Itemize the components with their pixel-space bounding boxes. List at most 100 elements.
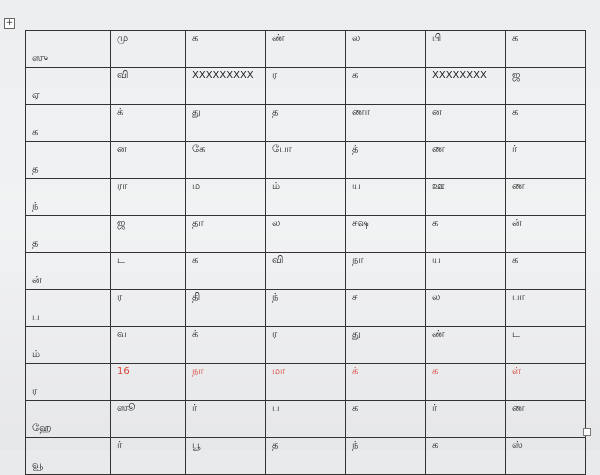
table-row: ன் ட க வி நா ய க xyxy=(25,252,586,290)
table-cell[interactable]: ண xyxy=(505,400,586,438)
table-body: ஸு மு க ண் ல பி க ஏ வி XXXXXXXXX ர க XXXXXXXX ஜ க க் து த… xyxy=(25,30,586,475)
table-cell[interactable]: ய xyxy=(425,252,506,290)
table-row: ஏ வி XXXXXXXXX ர க XXXXXXXX ஜ xyxy=(25,67,586,105)
table-cell[interactable]: ஸூ xyxy=(110,400,186,438)
table-cell[interactable]: ர xyxy=(265,326,346,364)
table-cell[interactable]: பூ xyxy=(185,437,266,475)
table-cell[interactable]: ன் xyxy=(25,252,111,290)
table-cell[interactable]: க xyxy=(425,437,506,475)
table-cell[interactable]: வ xyxy=(110,326,186,364)
table-cell[interactable]: வி xyxy=(265,252,346,290)
table-cell[interactable]: ஹே xyxy=(25,400,111,438)
table-cell[interactable]: 16 xyxy=(110,363,186,401)
table-cell[interactable]: தி xyxy=(185,289,266,327)
table-cell[interactable]: பா xyxy=(505,289,586,327)
table-cell[interactable]: வி xyxy=(110,67,186,105)
table-cell[interactable]: த xyxy=(265,104,346,142)
table-cell[interactable]: ம xyxy=(185,178,266,216)
table-row: ப ர தி ந் ச ல பா xyxy=(25,289,586,327)
table-cell[interactable]: க xyxy=(505,30,586,68)
table-cell[interactable]: XXXXXXXXX xyxy=(185,67,266,105)
table-cell[interactable]: ச xyxy=(345,289,426,327)
table-cell[interactable]: ல xyxy=(265,215,346,253)
table-row: ர 16 நா மா க் க ள் xyxy=(25,363,586,401)
table-cell[interactable]: பி xyxy=(425,30,506,68)
table-cell[interactable]: ப xyxy=(265,400,346,438)
table-cell[interactable]: ண் xyxy=(425,326,506,364)
table-cell[interactable]: மு xyxy=(110,30,186,68)
table-cell[interactable]: நா xyxy=(345,252,426,290)
table-cell[interactable]: XXXXXXXX xyxy=(425,67,506,105)
table-cell[interactable]: ண் xyxy=(265,30,346,68)
table-cell[interactable]: சஷ xyxy=(345,215,426,253)
table-row: வூ ர் பூ த ந் க ஸ் xyxy=(25,437,586,475)
table-cell[interactable]: ஏ xyxy=(25,67,111,105)
table-cell[interactable]: க் xyxy=(185,326,266,364)
table-cell[interactable]: க xyxy=(185,30,266,68)
table-cell[interactable]: க xyxy=(185,252,266,290)
table-cell[interactable]: ம் xyxy=(25,326,111,364)
table: ஸு மு க ண் ல பி க ஏ வி XXXXXXXXX ர க XXXXXXXX ஜ க க் து த… xyxy=(25,30,586,475)
table-cell[interactable]: க xyxy=(25,104,111,142)
table-row: ஸு மு க ண் ல பி க xyxy=(25,30,586,68)
table-cell[interactable]: ம் xyxy=(265,178,346,216)
table-cell[interactable]: து xyxy=(345,326,426,364)
table-cell[interactable]: த் xyxy=(345,141,426,179)
table-cell[interactable]: ணா xyxy=(345,104,426,142)
table-cell[interactable]: ர் xyxy=(505,141,586,179)
table-cell[interactable]: ண xyxy=(505,178,586,216)
table-cell[interactable]: க xyxy=(345,67,426,105)
table-cell[interactable]: து xyxy=(185,104,266,142)
table-cell[interactable]: நா xyxy=(185,363,266,401)
table-cell[interactable]: க xyxy=(505,252,586,290)
table-cell[interactable]: ர் xyxy=(110,437,186,475)
table-cell[interactable]: கே xyxy=(185,141,266,179)
table-cell[interactable]: க xyxy=(425,215,506,253)
table-cell[interactable]: ப xyxy=(25,289,111,327)
table-row: ஹே ஸூ ர் ப க ர் ண xyxy=(25,400,586,438)
table-cell[interactable]: ன xyxy=(110,141,186,179)
table-cell[interactable]: க் xyxy=(345,363,426,401)
table-cell[interactable]: ன் xyxy=(505,215,586,253)
table-cell[interactable]: போ xyxy=(265,141,346,179)
table-row: த ன கே போ த் ண ர் xyxy=(25,141,586,179)
table-move-handle[interactable]: + xyxy=(4,18,15,29)
table-resize-handle[interactable] xyxy=(583,428,591,436)
table-cell[interactable]: ஊ xyxy=(425,178,506,216)
table-cell[interactable]: ஸு xyxy=(25,30,111,68)
table-cell[interactable]: த xyxy=(25,141,111,179)
table-cell[interactable]: ஸ் xyxy=(505,437,586,475)
table-cell[interactable]: க xyxy=(345,400,426,438)
table-cell[interactable]: ர xyxy=(265,67,346,105)
table-cell[interactable]: ஜ xyxy=(110,215,186,253)
table-cell[interactable]: ஜ xyxy=(505,67,586,105)
table-cell[interactable]: ள் xyxy=(505,363,586,401)
table-cell[interactable]: வூ xyxy=(25,437,111,475)
table-cell[interactable]: ய xyxy=(345,178,426,216)
table-cell[interactable]: ல xyxy=(345,30,426,68)
table-cell[interactable]: மா xyxy=(265,363,346,401)
table-cell[interactable]: ர xyxy=(110,289,186,327)
table-cell[interactable]: க xyxy=(425,363,506,401)
table-cell[interactable]: ந் xyxy=(345,437,426,475)
table-cell[interactable]: க xyxy=(505,104,586,142)
table-cell[interactable]: ட xyxy=(505,326,586,364)
table-cell[interactable]: தா xyxy=(185,215,266,253)
table-cell[interactable]: ர் xyxy=(425,400,506,438)
table-cell[interactable]: க் xyxy=(110,104,186,142)
table-cell[interactable]: ரா xyxy=(110,178,186,216)
table-cell[interactable]: ல xyxy=(425,289,506,327)
table-cell[interactable]: ர் xyxy=(185,400,266,438)
table-cell[interactable]: ன xyxy=(425,104,506,142)
table-row: ம் வ க் ர து ண் ட xyxy=(25,326,586,364)
table-row: த ஜ தா ல சஷ க ன் xyxy=(25,215,586,253)
table-cell[interactable]: ர xyxy=(25,363,111,401)
table-row: க க் து த ணா ன க xyxy=(25,104,586,142)
table-cell[interactable]: ண xyxy=(425,141,506,179)
table-cell[interactable]: ட xyxy=(110,252,186,290)
table-row: ந் ரா ம ம் ய ஊ ண xyxy=(25,178,586,216)
table-cell[interactable]: ந் xyxy=(25,178,111,216)
table-cell[interactable]: த xyxy=(265,437,346,475)
table-cell[interactable]: ந் xyxy=(265,289,346,327)
table-cell[interactable]: த xyxy=(25,215,111,253)
